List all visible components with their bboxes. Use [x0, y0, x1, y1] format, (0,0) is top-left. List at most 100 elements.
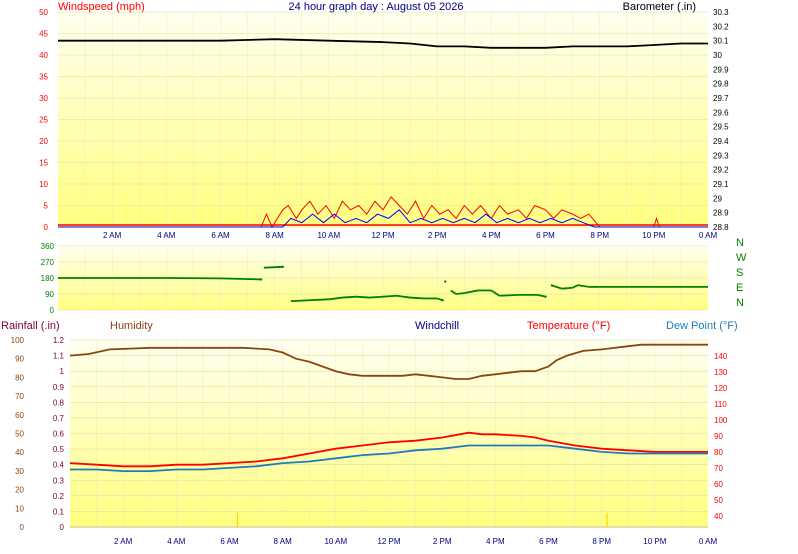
windspeed-tick: 15: [39, 159, 48, 168]
direction-tick: 360: [41, 242, 55, 251]
wind-direction-segment: [499, 293, 519, 297]
barometer-tick: 29.8: [713, 80, 729, 89]
windspeed-tick: 5: [44, 202, 49, 211]
windchill-label: Windchill: [415, 320, 459, 332]
temperature-tick: 130: [714, 368, 728, 377]
humidity-tick: 100: [11, 336, 25, 345]
rainfall-tick: 1.1: [53, 352, 65, 361]
barometer-tick: 29.6: [713, 108, 729, 117]
direction-degree-labels: 360 270 180 90 0: [41, 242, 55, 315]
temperature-tick: 120: [714, 384, 728, 393]
temperature-tick: 40: [714, 512, 723, 521]
time-tick: 6 PM: [539, 537, 558, 546]
windspeed-tick: 45: [39, 30, 48, 39]
rainfall-tick: 0.1: [53, 507, 65, 516]
humidity-tick: 0: [20, 523, 25, 532]
temperature-tick: 100: [714, 416, 728, 425]
time-tick: 8 PM: [590, 231, 609, 240]
barometer-tick-labels: 30.3 30.2 30.1 30 29.9 29.8 29.7 29.6 29.5 29.4 29…: [713, 8, 729, 232]
wind-direction-segment: [490, 289, 500, 297]
wind-direction-segment: [450, 289, 457, 295]
humidity-tick: 50: [15, 430, 24, 439]
wind-direction-segment: [537, 294, 546, 298]
wind-direction-segment: [550, 284, 563, 290]
rainfall-tick: 0: [60, 523, 65, 532]
barometer-tick: 29.9: [713, 65, 729, 74]
compass-label: E: [736, 282, 743, 294]
direction-tick: 0: [50, 306, 55, 315]
barometer-tick: 30.1: [713, 37, 729, 46]
wind-direction-point: [444, 280, 447, 283]
rainfall-tick: 0.5: [53, 445, 65, 454]
time-tick: 4 PM: [486, 537, 505, 546]
rainfall-tick: 0.3: [53, 476, 65, 485]
windspeed-tick: 10: [39, 180, 48, 189]
compass-label: S: [736, 267, 743, 279]
wind-direction-segment: [355, 295, 370, 299]
temperature-tick: 110: [714, 400, 727, 409]
dew_point-line: [70, 444, 708, 473]
time-tick: 12 PM: [377, 537, 400, 546]
dew-point-label: Dew Point (°F): [666, 320, 738, 332]
direction-tick: 90: [45, 290, 54, 299]
time-tick: 4 PM: [482, 231, 501, 240]
barometer-tick: 29.1: [713, 180, 729, 189]
temperature-label: Temperature (°F): [527, 320, 610, 332]
barometer-tick: 28.9: [713, 209, 729, 218]
windspeed-tick: 20: [39, 137, 48, 146]
grid-top: [58, 11, 708, 228]
barometer-tick: 30: [713, 51, 722, 60]
temperature-tick: 70: [714, 464, 723, 473]
wind-direction-segment: [290, 298, 329, 303]
barometer-tick: 30.3: [713, 8, 729, 17]
windspeed-tick: 35: [39, 73, 48, 82]
wind-direction-segment: [410, 296, 424, 300]
windspeed-axis-label: Windspeed (mph): [58, 1, 145, 13]
wind-direction-segment: [456, 292, 465, 295]
humidity-tick: 80: [15, 373, 24, 382]
rainfall-tick: 0.7: [53, 414, 65, 423]
rainfall-tick: 0.9: [53, 383, 65, 392]
barometer-tick: 29: [713, 194, 722, 203]
barometer-tick: 29.4: [713, 137, 729, 146]
windspeed-tick: 25: [39, 116, 48, 125]
temperature-line: [69, 431, 708, 468]
wind-direction-segment: [263, 265, 283, 269]
windspeed-tick: 0: [44, 223, 49, 232]
rainfall-tick: 0.8: [53, 398, 65, 407]
compass-label: N: [736, 297, 744, 309]
wind-direction-segment: [220, 277, 262, 281]
direction-tick: 180: [41, 274, 55, 283]
barometer-tick: 29.2: [713, 166, 729, 175]
barometer-tick: 28.8: [713, 223, 729, 232]
windspeed-tick: 50: [39, 8, 48, 17]
humidity-tick: 90: [15, 355, 24, 364]
humidity-line: [69, 343, 708, 380]
time-tick: 10 PM: [643, 537, 666, 546]
rainfall-tick: 0.6: [53, 430, 65, 439]
rainfall-axis-label: Rainfall (.in): [1, 320, 60, 332]
humidity-tick: 40: [15, 448, 24, 457]
time-tick: 2 AM: [103, 231, 122, 240]
time-tick: 6 AM: [220, 537, 239, 546]
windspeed-tick: 30: [39, 94, 48, 103]
time-tick: 10 AM: [324, 537, 347, 546]
humidity-tick: 10: [15, 504, 24, 513]
time-tick: 2 AM: [114, 537, 133, 546]
time-tick: 6 AM: [211, 231, 230, 240]
humidity-tick: 30: [15, 467, 24, 476]
wind-direction-segment: [572, 284, 579, 289]
temperature-tick: 80: [714, 448, 723, 457]
barometer-tick: 29.3: [713, 151, 729, 160]
time-tick: 8 PM: [592, 537, 611, 546]
wind_speed-line: [58, 196, 708, 229]
wind-direction-segment: [342, 295, 356, 299]
time-tick-labels-top: 2 AM 4 AM 6 AM 8 AM 10 AM 12 PM 2 PM 4 PM 6 PM 8 …: [103, 231, 717, 240]
rainfall-tick: 1: [60, 367, 65, 376]
direction-tick: 270: [41, 258, 55, 267]
time-tick: 10 AM: [317, 231, 340, 240]
humidity-tick: 60: [15, 411, 24, 420]
